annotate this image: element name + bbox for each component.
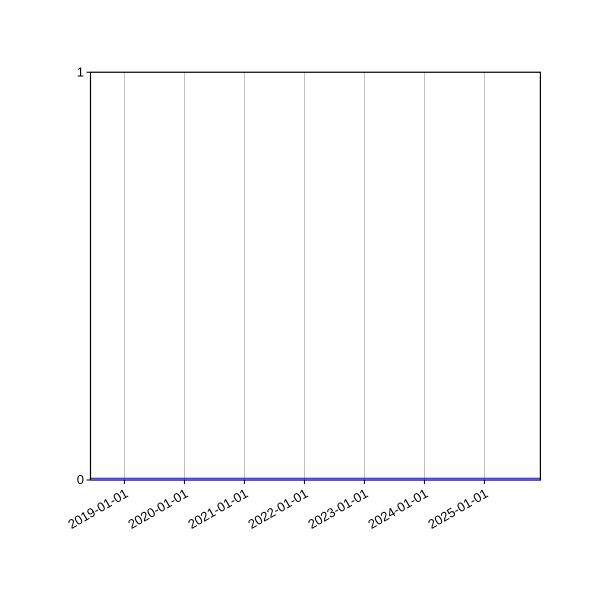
svg-text:1: 1 xyxy=(77,65,84,80)
svg-text:0: 0 xyxy=(77,472,84,487)
